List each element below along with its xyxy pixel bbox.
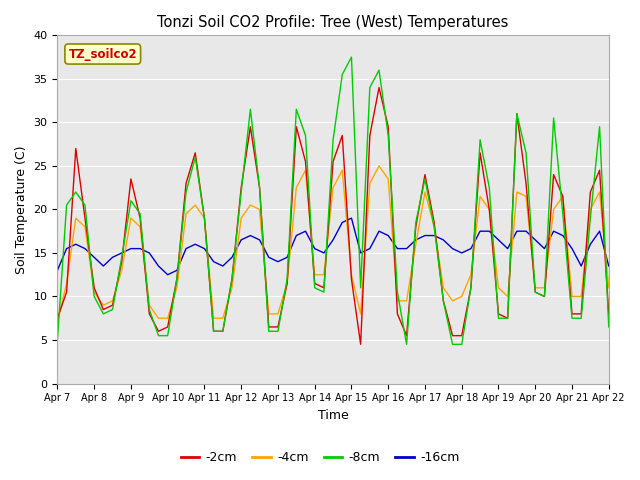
X-axis label: Time: Time: [317, 409, 348, 422]
Y-axis label: Soil Temperature (C): Soil Temperature (C): [15, 145, 28, 274]
Legend: -2cm, -4cm, -8cm, -16cm: -2cm, -4cm, -8cm, -16cm: [175, 446, 465, 469]
Text: TZ_soilco2: TZ_soilco2: [68, 48, 137, 60]
Title: Tonzi Soil CO2 Profile: Tree (West) Temperatures: Tonzi Soil CO2 Profile: Tree (West) Temp…: [157, 15, 509, 30]
